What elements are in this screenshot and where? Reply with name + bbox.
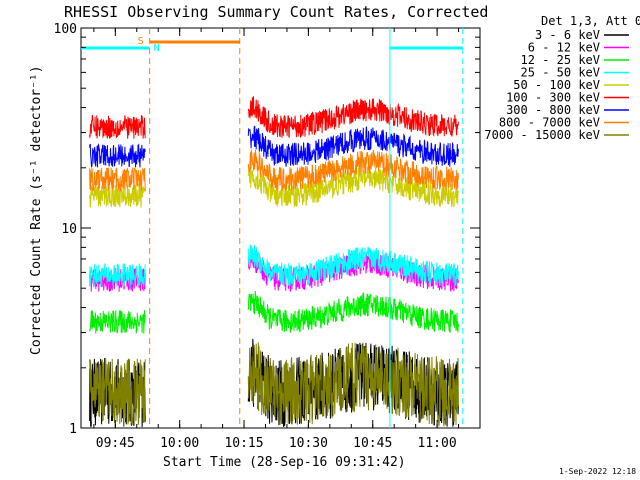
series-segment [89,167,146,192]
series-segment [89,309,146,334]
x-tick-label: 10:00 [160,436,199,451]
series-segment [247,244,459,286]
series-segment [247,149,459,191]
y-tick-label: 100 [54,22,77,37]
series-segment [89,357,146,427]
series-segment [89,114,146,139]
x-tick-label: 10:30 [289,436,328,451]
series-line [89,125,459,168]
legend-label: 25 - 50 keV [521,66,600,80]
series-layer [89,96,459,428]
y-tick-label: 10 [61,222,77,237]
series-segment [247,125,459,167]
series-line [89,342,459,427]
chart-title: RHESSI Observing Summary Count Rates, Co… [64,3,488,21]
legend-label: 100 - 300 keV [506,91,600,105]
y-tick-label: 1 [69,422,77,437]
legend-label: 800 - 7000 keV [499,116,600,130]
tick-layer: 09:45 10:00 10:15 10:30 10:45 11:00 1 10 100 [54,22,481,451]
legend-label: 6 - 12 keV [528,41,600,55]
x-tick-label: 10:45 [353,436,392,451]
series-segment [247,96,459,138]
legend-label: 3 - 6 keV [535,28,600,42]
legend-label: 12 - 25 keV [521,53,600,67]
x-tick-label: 11:00 [418,436,457,451]
x-axis-label: Start Time (28-Sep-16 09:31:42) [163,455,406,470]
series-segment [247,166,459,208]
legend-label: 300 - 800 keV [506,103,600,117]
annotation-layer: SN [81,28,464,428]
series-line [89,244,459,288]
x-tick-label: 09:45 [96,436,135,451]
series-line [89,291,459,334]
series-line [89,149,459,192]
legend-label: 7000 - 15000 keV [484,128,600,142]
plot-area: SN 09:45 10:00 10:15 10:30 10:45 11:00 1 10 100 [54,22,481,451]
annotation-label: S [138,36,144,47]
series-segment [247,251,459,293]
series-segment [89,183,146,208]
y-axis-label: Corrected Count Rate (s⁻¹ detector⁻¹) [29,65,44,355]
series-segment [247,342,459,427]
series-segment [89,143,146,168]
series-line [89,96,459,139]
series-segment [89,263,146,288]
legend-label: 50 - 100 keV [513,78,600,92]
annotation-label: N [154,43,160,54]
x-tick-label: 10:15 [224,436,263,451]
series-segment [247,291,459,333]
legend-header: Det 1,3, Att 0 [541,14,640,28]
footer-date: 1-Sep-2022 12:18 [559,467,636,476]
